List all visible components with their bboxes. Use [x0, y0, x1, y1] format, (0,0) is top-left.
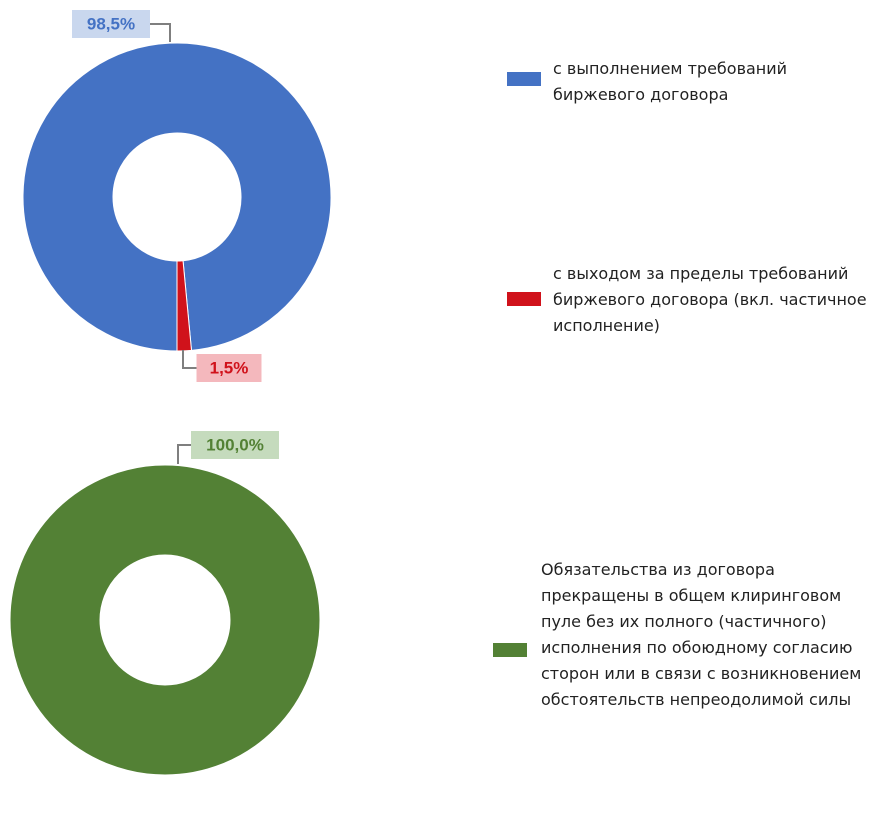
legend-label: Обязательства из договора прекращены в о…	[541, 560, 862, 709]
value-label: 1,5%	[210, 358, 249, 377]
donut-slice	[176, 260, 193, 352]
donut-slice	[22, 42, 332, 352]
donut-slice	[9, 464, 321, 776]
value-label-bg	[196, 354, 262, 382]
value-label-bg	[72, 10, 150, 38]
value-label-bg	[191, 431, 279, 459]
value-label: 100,0%	[206, 435, 264, 454]
legend-label: с выполнением требований биржевого догов…	[553, 59, 788, 104]
legend-label: с выходом за пределы требований биржевог…	[553, 264, 867, 335]
leader-line	[150, 23, 171, 42]
legend-swatch	[507, 292, 541, 306]
value-label: 98,5%	[87, 14, 135, 33]
leader-line	[182, 350, 197, 369]
legend-swatch	[507, 72, 541, 86]
leader-line	[177, 444, 191, 464]
legend-swatch	[493, 643, 527, 657]
